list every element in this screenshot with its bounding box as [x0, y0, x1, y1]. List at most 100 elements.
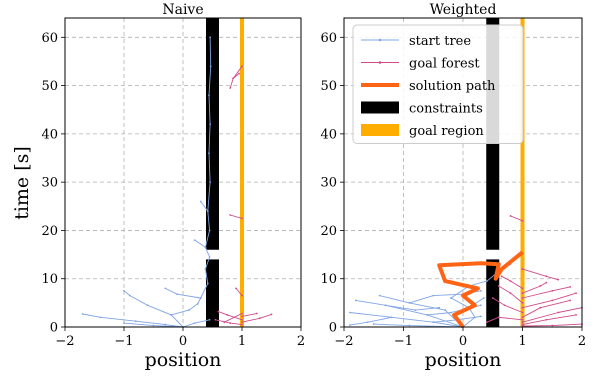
tree-node	[521, 297, 524, 299]
tree-node	[545, 281, 548, 284]
tree-node	[569, 286, 571, 288]
legend-swatch	[361, 124, 399, 136]
tree-node	[208, 152, 210, 155]
start-tree-branch	[355, 299, 464, 328]
tree-node	[206, 210, 209, 213]
y-tick-label: 20	[320, 224, 337, 239]
tree-node	[241, 312, 243, 315]
start-tree-branch	[349, 312, 464, 328]
legend-label: start tree	[409, 34, 471, 49]
tree-node	[134, 320, 137, 323]
legend-label: constraints	[409, 102, 483, 117]
tree-node	[545, 275, 548, 278]
x-tick-label: 0	[179, 334, 187, 349]
legend-box	[352, 24, 524, 144]
tree-node	[204, 246, 207, 249]
goal-forest-branch	[522, 286, 571, 299]
tree-node	[241, 318, 243, 321]
tree-node	[378, 294, 381, 297]
tree-node	[152, 324, 155, 327]
tree-node	[485, 321, 488, 324]
tree-node	[521, 311, 524, 314]
goal-forest-branch	[522, 299, 571, 318]
start-tree-branch	[450, 271, 499, 299]
goal-forest-branch	[522, 268, 559, 281]
tree-node	[482, 297, 485, 299]
tree-node	[521, 306, 524, 309]
tree-node	[479, 315, 482, 318]
panel-title: Naive	[162, 2, 203, 18]
tree-node	[485, 280, 488, 283]
tree-node	[575, 292, 577, 295]
tree-node	[241, 65, 243, 68]
tree-node	[255, 312, 258, 315]
tree-node	[188, 309, 190, 312]
y-tick-label: 10	[41, 272, 58, 287]
tree-node	[408, 324, 411, 327]
tree-node	[372, 323, 375, 326]
tree-node	[241, 321, 243, 324]
tree-node	[235, 287, 238, 290]
start-tree-branch	[194, 239, 206, 248]
tree-node	[176, 293, 179, 296]
y-tick-label: 10	[320, 272, 337, 287]
tree-node	[509, 215, 512, 217]
tree-node	[241, 315, 243, 318]
legend-swatch-marker	[378, 61, 382, 64]
tree-node	[193, 322, 196, 325]
tree-node	[450, 311, 452, 314]
constraint-block	[206, 259, 219, 327]
goal-forest-branch	[498, 285, 523, 304]
tree-node	[479, 289, 482, 292]
tree-node	[408, 301, 411, 304]
tree-node	[349, 311, 351, 314]
tree-node	[500, 275, 503, 278]
tree-node	[270, 313, 273, 316]
x-tick-label: 0	[459, 334, 467, 349]
x-tick-label: −1	[114, 334, 133, 349]
tree-node	[123, 322, 125, 325]
tree-node	[241, 217, 243, 220]
tree-node	[521, 318, 524, 321]
goal-forest-branch	[230, 214, 243, 219]
start-tree-branch	[349, 316, 392, 326]
y-tick-label: 60	[320, 31, 337, 46]
tree-node	[209, 36, 212, 39]
tree-node	[557, 278, 560, 281]
tree-node	[208, 318, 211, 321]
tree-node	[204, 268, 207, 270]
tree-node	[521, 316, 524, 319]
tree-node	[551, 289, 554, 292]
start-tree-branch	[82, 313, 184, 328]
tree-node	[229, 214, 232, 216]
start-tree-branch	[171, 297, 202, 316]
tree-node	[164, 287, 167, 290]
tree-node	[539, 306, 542, 309]
start-tree-branch	[379, 295, 464, 328]
y-tick-label: 60	[41, 31, 58, 46]
tree-node	[123, 289, 125, 292]
tree-node	[414, 309, 417, 312]
tree-node	[509, 280, 512, 283]
tree-node	[223, 321, 226, 324]
legend: start tree goal forest solution path constr…	[352, 24, 524, 144]
tree-node	[539, 285, 542, 287]
tree-node	[241, 294, 243, 297]
tree-node	[226, 314, 229, 316]
tree-node	[426, 314, 429, 316]
x-tick-label: −2	[55, 334, 74, 349]
tree-node	[129, 294, 131, 297]
tree-node	[503, 304, 506, 307]
tree-node	[366, 321, 369, 324]
x-tick-label: −1	[394, 334, 413, 349]
y-tick-label: 40	[320, 127, 337, 142]
legend-swatch	[361, 101, 399, 114]
tree-node	[232, 77, 235, 80]
tree-node	[81, 313, 84, 315]
start-tree-branch	[123, 290, 184, 328]
tree-node	[444, 309, 447, 312]
solution-path	[437, 250, 524, 329]
tree-node	[146, 304, 149, 307]
tree-node	[491, 297, 494, 299]
